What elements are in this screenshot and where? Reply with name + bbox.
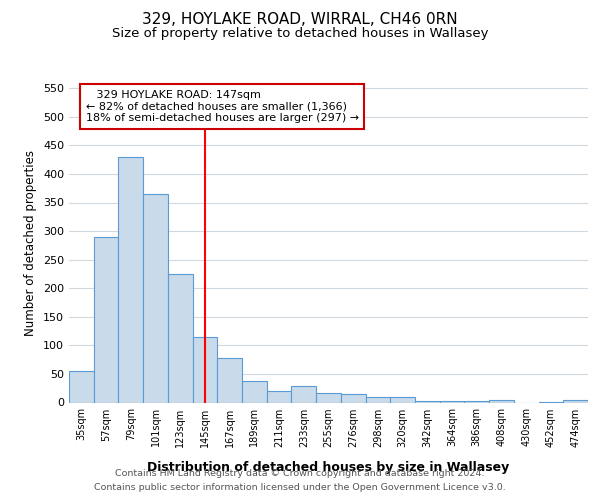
- Y-axis label: Number of detached properties: Number of detached properties: [25, 150, 37, 336]
- Bar: [118, 157, 143, 402]
- Bar: [292, 386, 316, 402]
- Text: 329, HOYLAKE ROAD, WIRRAL, CH46 0RN: 329, HOYLAKE ROAD, WIRRAL, CH46 0RN: [142, 12, 458, 28]
- Bar: [242, 381, 267, 402]
- Text: Size of property relative to detached houses in Wallasey: Size of property relative to detached ho…: [112, 28, 488, 40]
- Bar: [316, 394, 341, 402]
- Bar: [217, 358, 242, 403]
- Bar: [365, 397, 390, 402]
- Bar: [94, 237, 118, 402]
- Bar: [69, 371, 94, 402]
- Text: Contains HM Land Registry data © Crown copyright and database right 2024.: Contains HM Land Registry data © Crown c…: [115, 468, 485, 477]
- Bar: [143, 194, 168, 402]
- Bar: [489, 400, 514, 402]
- Bar: [267, 391, 292, 402]
- Bar: [341, 394, 365, 402]
- Text: Contains public sector information licensed under the Open Government Licence v3: Contains public sector information licen…: [94, 484, 506, 492]
- Bar: [440, 401, 464, 402]
- Bar: [193, 337, 217, 402]
- Bar: [390, 398, 415, 402]
- X-axis label: Distribution of detached houses by size in Wallasey: Distribution of detached houses by size …: [148, 461, 509, 474]
- Bar: [415, 401, 440, 402]
- Bar: [168, 274, 193, 402]
- Bar: [563, 400, 588, 402]
- Text: 329 HOYLAKE ROAD: 147sqm   
← 82% of detached houses are smaller (1,366)
18% of : 329 HOYLAKE ROAD: 147sqm ← 82% of detach…: [86, 90, 359, 123]
- Bar: [464, 401, 489, 402]
